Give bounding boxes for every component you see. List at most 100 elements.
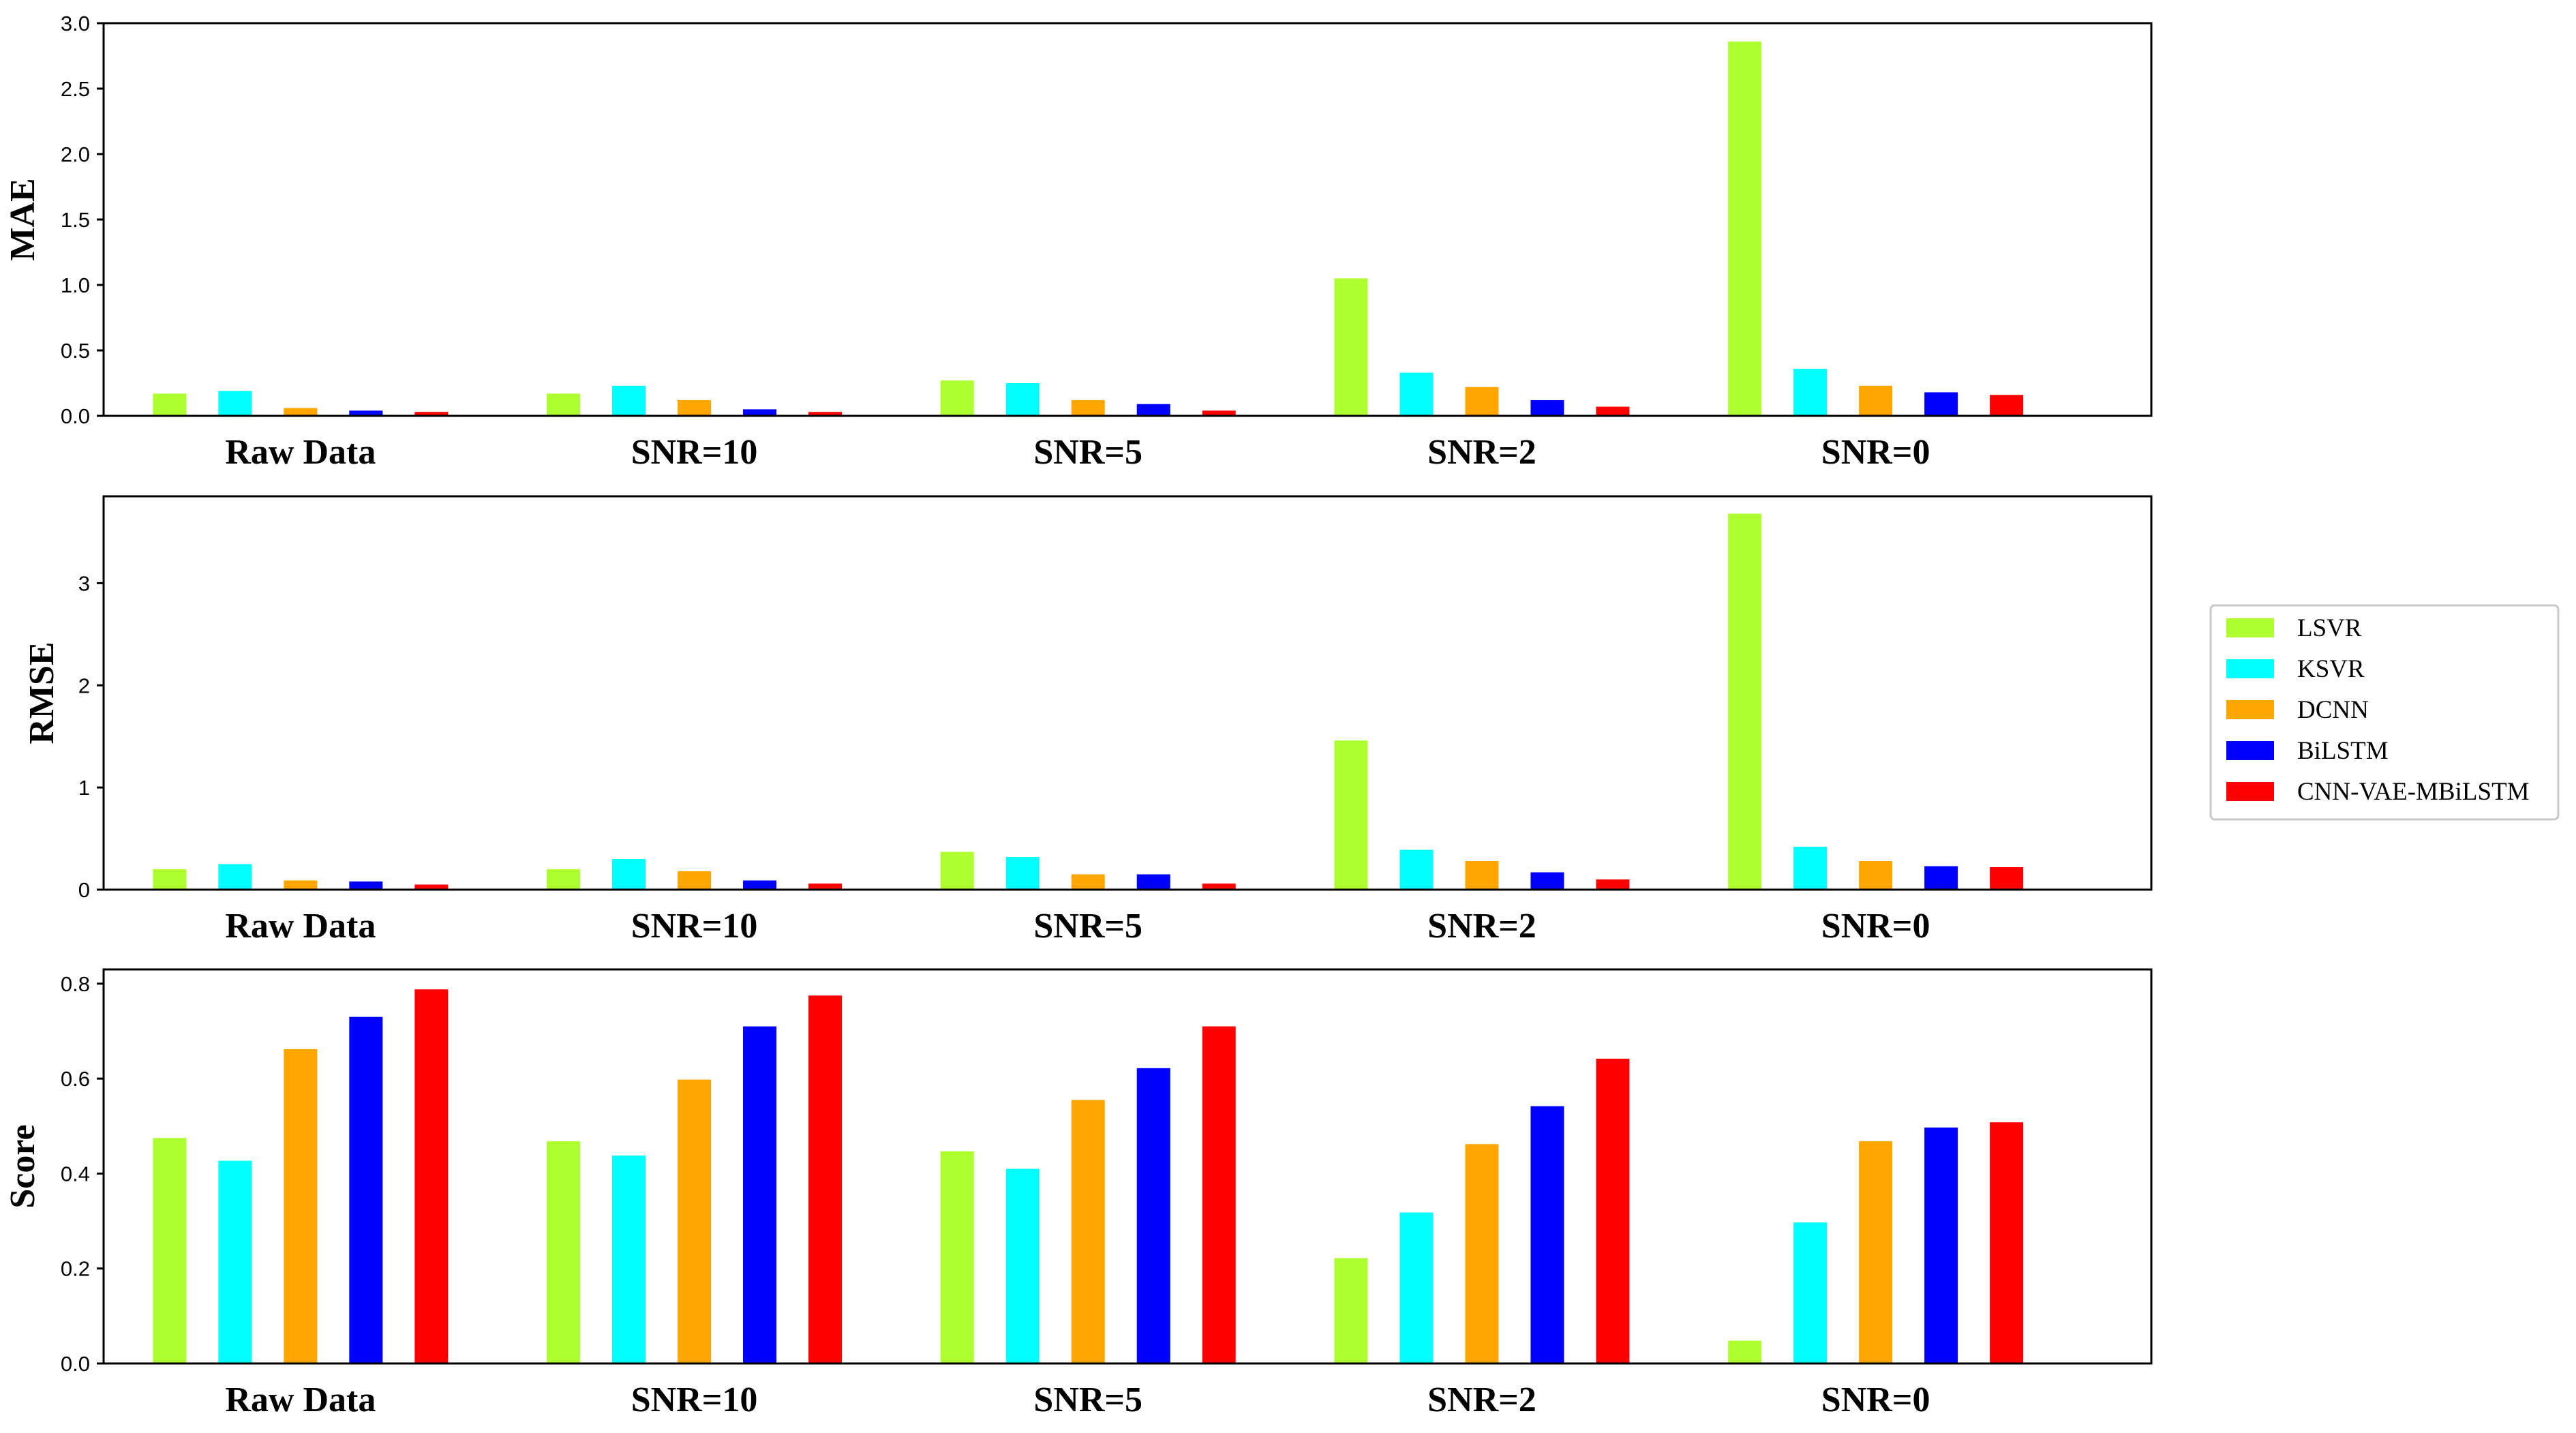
x-tick-label-score-raw-data: Raw Data <box>225 1381 376 1419</box>
bar-rmse-dcnn-snr-5 <box>1071 874 1105 890</box>
y-tick-label-mae-2: 1.0 <box>61 273 90 297</box>
legend-swatch-ksvr <box>2226 659 2274 678</box>
bar-mae-cnn-vae-mbilstm-snr-10 <box>808 412 843 416</box>
legend-label-cnn-vae-mbilstm: CNN-VAE-MBiLSTM <box>2297 778 2530 806</box>
bar-score-lsvr-snr-2 <box>1334 1258 1368 1363</box>
bar-mae-dcnn-snr-5 <box>1071 399 1105 416</box>
y-axis-title-score: Score <box>3 1124 42 1208</box>
x-tick-label-mae-snr-2: SNR=2 <box>1427 433 1536 472</box>
axes-frame-rmse <box>102 495 2153 891</box>
bar-score-bilstm-snr-2 <box>1530 1106 1564 1363</box>
x-tick-label-mae-snr-10: SNR=10 <box>631 433 758 472</box>
bar-mae-dcnn-snr-2 <box>1465 387 1499 416</box>
bar-score-cnn-vae-mbilstm-snr-5 <box>1202 1026 1236 1363</box>
legend-entry-dcnn: DCNN <box>2226 696 2369 724</box>
bar-mae-dcnn-snr-0 <box>1859 385 1893 416</box>
axes-frame-mae <box>102 22 2153 417</box>
bar-mae-lsvr-snr-2 <box>1334 278 1368 416</box>
bar-rmse-lsvr-snr-10 <box>547 869 581 890</box>
bar-rmse-ksvr-snr-2 <box>1399 849 1434 890</box>
bar-score-lsvr-raw-data <box>153 1138 187 1363</box>
bar-mae-lsvr-snr-0 <box>1728 41 1762 416</box>
bar-mae-cnn-vae-mbilstm-raw-data <box>414 412 449 416</box>
x-tick-label-rmse-snr-2: SNR=2 <box>1427 907 1536 946</box>
legend-label-dcnn: DCNN <box>2297 696 2369 724</box>
bar-rmse-ksvr-snr-5 <box>1005 857 1040 890</box>
bar-mae-ksvr-raw-data <box>218 391 252 416</box>
bar-score-ksvr-snr-5 <box>1005 1168 1040 1363</box>
y-tick-label-mae-3: 1.5 <box>61 208 90 232</box>
chart-panels: Raw Data SNR=10 SNR=5 SNR=2 SNR=0 0.0 0.5 1.0 1.… <box>3 12 2153 1419</box>
x-tick-label-score-snr-2: SNR=2 <box>1427 1381 1536 1419</box>
bar-mae-cnn-vae-mbilstm-snr-0 <box>1990 395 2024 416</box>
legend-swatch-lsvr <box>2226 618 2274 637</box>
x-tick-label-rmse-snr-5: SNR=5 <box>1033 907 1142 946</box>
bar-rmse-dcnn-raw-data <box>284 880 318 890</box>
bar-rmse-bilstm-raw-data <box>349 881 383 890</box>
panel-mae: Raw Data SNR=10 SNR=5 SNR=2 SNR=0 0.0 0.5 1.0 1.… <box>3 12 2153 472</box>
bar-rmse-cnn-vae-mbilstm-snr-5 <box>1202 884 1236 890</box>
bar-mae-lsvr-snr-10 <box>547 393 581 416</box>
bar-rmse-bilstm-snr-5 <box>1136 874 1170 890</box>
legend-swatch-cnn-vae-mbilstm <box>2226 782 2274 801</box>
x-tick-label-mae-raw-data: Raw Data <box>225 433 376 472</box>
x-tick-label-score-snr-5: SNR=5 <box>1033 1381 1142 1419</box>
bar-mae-ksvr-snr-10 <box>612 385 646 416</box>
y-tick-label-rmse-2: 2 <box>78 674 90 697</box>
bar-score-cnn-vae-mbilstm-raw-data <box>414 989 449 1363</box>
bar-score-lsvr-snr-5 <box>940 1151 974 1363</box>
legend-entry-ksvr: KSVR <box>2226 655 2365 683</box>
y-tick-label-rmse-1: 1 <box>78 776 90 800</box>
axes-frame-score <box>102 968 2153 1365</box>
bar-mae-dcnn-snr-10 <box>678 399 712 416</box>
x-tick-label-rmse-snr-10: SNR=10 <box>631 907 758 946</box>
bar-mae-lsvr-snr-5 <box>940 380 974 416</box>
bar-score-ksvr-snr-2 <box>1399 1212 1434 1363</box>
bar-score-lsvr-snr-10 <box>547 1141 581 1363</box>
bar-score-dcnn-snr-2 <box>1465 1144 1499 1363</box>
bar-mae-ksvr-snr-0 <box>1793 368 1828 416</box>
legend-label-lsvr: LSVR <box>2297 614 2362 642</box>
bar-rmse-ksvr-raw-data <box>218 864 252 890</box>
y-tick-label-rmse-3: 3 <box>78 571 90 595</box>
bar-score-dcnn-snr-0 <box>1859 1141 1893 1363</box>
bar-score-cnn-vae-mbilstm-snr-10 <box>808 995 843 1363</box>
y-tick-label-score-4: 0.8 <box>61 972 90 996</box>
panel-score: Raw Data SNR=10 SNR=5 SNR=2 SNR=0 0.0 0.2 0.4 0.… <box>3 968 2153 1419</box>
y-tick-label-rmse-0: 0 <box>78 878 90 902</box>
y-tick-label-score-0: 0.0 <box>61 1352 90 1376</box>
y-axis-title-rmse: RMSE <box>22 642 61 744</box>
x-tick-label-mae-snr-5: SNR=5 <box>1033 433 1142 472</box>
bar-rmse-cnn-vae-mbilstm-snr-10 <box>808 884 843 890</box>
y-tick-label-mae-5: 2.5 <box>61 77 90 101</box>
bar-mae-lsvr-raw-data <box>153 393 187 416</box>
bar-mae-dcnn-raw-data <box>284 408 318 416</box>
bar-rmse-cnn-vae-mbilstm-snr-0 <box>1990 867 2024 890</box>
legend: LSVR KSVR DCNN BiLSTM CNN-VAE-MBiLSTM <box>2209 604 2560 821</box>
legend-label-bilstm: BiLSTM <box>2297 737 2389 765</box>
legend-entry-bilstm: BiLSTM <box>2226 737 2389 765</box>
bar-mae-ksvr-snr-5 <box>1005 383 1040 416</box>
bar-mae-ksvr-snr-2 <box>1399 372 1434 416</box>
bar-rmse-cnn-vae-mbilstm-raw-data <box>414 884 449 890</box>
x-tick-label-rmse-snr-0: SNR=0 <box>1821 907 1930 946</box>
y-axis-title-mae: MAE <box>3 178 42 260</box>
bar-rmse-dcnn-snr-2 <box>1465 861 1499 890</box>
y-tick-label-score-1: 0.2 <box>61 1257 90 1281</box>
bar-rmse-bilstm-snr-10 <box>743 880 777 890</box>
y-tick-label-mae-6: 3.0 <box>61 12 90 35</box>
bar-mae-cnn-vae-mbilstm-snr-5 <box>1202 410 1236 416</box>
bar-mae-bilstm-snr-2 <box>1530 399 1564 416</box>
bar-score-bilstm-snr-0 <box>1924 1127 1958 1363</box>
bar-score-ksvr-raw-data <box>218 1160 252 1363</box>
bar-score-dcnn-snr-10 <box>678 1079 712 1363</box>
legend-label-ksvr: KSVR <box>2297 655 2365 683</box>
panel-rmse: Raw Data SNR=10 SNR=5 SNR=2 SNR=0 0 1 2 3 RMSE <box>22 495 2153 946</box>
bar-rmse-cnn-vae-mbilstm-snr-2 <box>1596 879 1630 890</box>
bar-score-ksvr-snr-0 <box>1793 1222 1828 1363</box>
bar-score-cnn-vae-mbilstm-snr-0 <box>1990 1122 2024 1363</box>
bar-rmse-dcnn-snr-0 <box>1859 861 1893 890</box>
bar-rmse-ksvr-snr-10 <box>612 859 646 890</box>
x-tick-label-score-snr-10: SNR=10 <box>631 1381 758 1419</box>
